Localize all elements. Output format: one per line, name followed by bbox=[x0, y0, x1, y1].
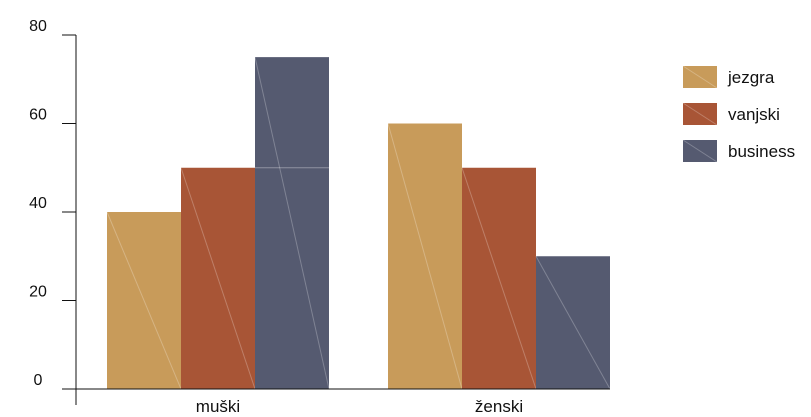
x-category-label: muški bbox=[196, 397, 240, 416]
bar-jezgra-zenski bbox=[388, 123, 462, 389]
legend-label-business: business bbox=[728, 142, 795, 161]
bar-sheen-line bbox=[535, 256, 611, 390]
legend-swatch-jezgra bbox=[683, 66, 717, 88]
bar-sheen-line bbox=[254, 57, 330, 390]
legend: jezgra vanjski business bbox=[682, 65, 795, 163]
legend-swatch-business bbox=[683, 140, 717, 162]
y-ticks-group: 0 20 40 60 80 bbox=[29, 18, 76, 390]
y-tick-label: 80 bbox=[29, 18, 47, 35]
bar-vanjski-muski bbox=[181, 167, 255, 389]
legend-swatch-sheen bbox=[682, 102, 718, 126]
legend-swatch-sheen bbox=[682, 139, 718, 163]
bar-jezgra-muski bbox=[107, 212, 181, 389]
legend-label-vanjski: vanjski bbox=[728, 105, 780, 124]
bar-sheen-line bbox=[180, 167, 256, 390]
x-category-label: ženski bbox=[475, 397, 523, 416]
y-tick-label: 20 bbox=[29, 284, 47, 301]
legend-label-jezgra: jezgra bbox=[727, 68, 775, 87]
bars-group bbox=[106, 57, 611, 390]
bar-vanjski-zenski bbox=[462, 167, 536, 389]
bar-business-muski bbox=[255, 57, 329, 389]
y-tick-label: 40 bbox=[29, 195, 47, 212]
x-labels-group: muški ženski bbox=[196, 397, 523, 416]
y-tick-label: 0 bbox=[34, 372, 43, 389]
bar-sheen-line bbox=[461, 167, 537, 390]
legend-swatch-sheen bbox=[682, 65, 718, 89]
legend-swatch-vanjski bbox=[683, 103, 717, 125]
bar-sheen-line bbox=[387, 123, 463, 390]
y-tick-label: 60 bbox=[29, 107, 47, 124]
bar-sheen-line bbox=[106, 211, 182, 390]
bar-business-zenski bbox=[536, 256, 610, 389]
